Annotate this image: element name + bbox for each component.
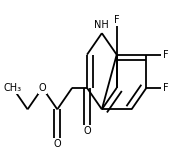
Text: O: O <box>83 126 91 136</box>
Text: NH: NH <box>94 20 109 30</box>
Text: O: O <box>53 139 61 149</box>
Text: CH₃: CH₃ <box>4 83 22 93</box>
Text: F: F <box>114 15 120 25</box>
Text: F: F <box>163 83 169 93</box>
Text: F: F <box>163 50 169 60</box>
Text: O: O <box>39 83 46 93</box>
